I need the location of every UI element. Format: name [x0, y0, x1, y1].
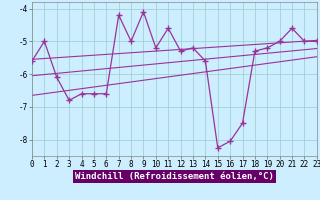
X-axis label: Windchill (Refroidissement éolien,°C): Windchill (Refroidissement éolien,°C): [75, 172, 274, 181]
